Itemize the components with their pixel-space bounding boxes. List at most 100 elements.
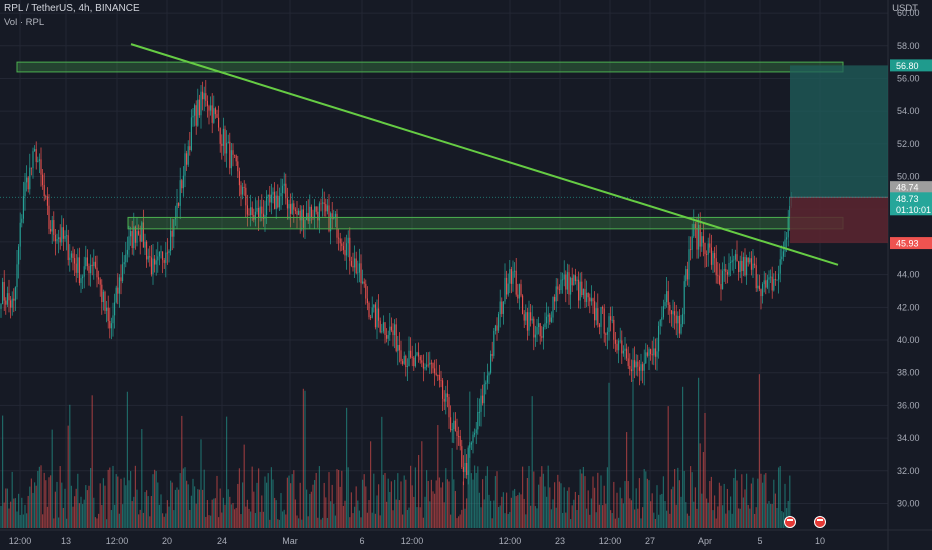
volume-bar — [606, 467, 608, 528]
volume-bar — [66, 518, 68, 528]
candle-body — [693, 224, 695, 237]
candle-body — [614, 339, 616, 344]
volume-bar — [24, 504, 26, 528]
candle-body — [134, 226, 136, 243]
volume-bar — [390, 481, 392, 528]
volume-bar — [118, 513, 120, 528]
price-axis-unit[interactable]: USDT — [892, 3, 918, 14]
candle-body — [210, 105, 212, 111]
candle-body — [546, 316, 548, 324]
candle-body — [536, 327, 538, 335]
candle-body — [190, 117, 192, 151]
candle-body — [736, 254, 738, 262]
candle-body — [245, 187, 247, 206]
volume-bar — [322, 517, 324, 528]
candle-body — [138, 231, 140, 235]
candle-body — [379, 320, 381, 333]
volume-bar — [214, 498, 216, 528]
volume-bar — [126, 391, 128, 528]
candle-body — [582, 289, 584, 296]
volume-bar — [166, 500, 168, 528]
volume-bar — [293, 470, 295, 528]
candle-body — [629, 365, 631, 370]
candle-body — [46, 196, 48, 206]
volume-bar — [123, 477, 125, 528]
volume-bar — [456, 518, 458, 528]
candle-body — [58, 237, 60, 240]
volume-bar — [8, 508, 10, 528]
volume-bar — [422, 517, 424, 528]
volume-bar — [114, 504, 116, 528]
candle-body — [491, 354, 493, 356]
candle-body — [717, 275, 719, 277]
volume-bar — [654, 519, 656, 528]
candle-body — [427, 364, 429, 366]
volume-bar — [605, 503, 607, 528]
candle-body — [413, 357, 415, 367]
candle-body — [541, 336, 543, 338]
candle-body — [270, 194, 272, 203]
candle-body — [96, 267, 98, 278]
volume-bar — [723, 483, 725, 528]
volume-bar — [626, 432, 628, 528]
volume-bar — [750, 483, 752, 528]
volume-bar — [658, 514, 660, 528]
candle-body — [754, 263, 756, 266]
candle-body — [117, 287, 119, 294]
volume-bar — [534, 506, 536, 528]
volume-bar — [613, 481, 615, 528]
candle-body — [696, 228, 698, 250]
candle-body — [11, 298, 13, 308]
volume-bar — [288, 475, 290, 528]
candle-body — [251, 207, 253, 216]
candle-body — [64, 235, 66, 239]
volume-bar — [134, 465, 136, 528]
candle-body — [109, 320, 111, 329]
x-tick-label: 20 — [162, 536, 172, 546]
volume-bar — [765, 473, 767, 528]
candle-body — [93, 261, 95, 266]
volume-bar — [442, 482, 444, 528]
volume-bar — [206, 500, 208, 528]
volume-bar — [728, 510, 730, 528]
volume-bar — [187, 484, 189, 528]
y-tick-label: 58.00 — [897, 41, 920, 51]
volume-bar — [518, 492, 520, 528]
volume-bar — [13, 498, 15, 528]
volume-bar — [78, 503, 80, 528]
symbol-legend[interactable]: RPL / TetherUS, 4h, BINANCE — [4, 3, 140, 14]
volume-bar — [238, 468, 240, 528]
candle-body — [13, 298, 15, 301]
volume-bar — [502, 492, 504, 528]
volume-bar — [360, 517, 362, 528]
volume-bar — [602, 505, 604, 528]
volume-bar — [98, 513, 100, 528]
volume-bar — [384, 472, 386, 528]
volume-bar — [619, 487, 621, 528]
candle-body — [107, 307, 109, 321]
candle-body — [630, 369, 632, 372]
volume-bar — [61, 482, 63, 528]
candle-body — [781, 256, 783, 260]
volume-bar — [110, 510, 112, 528]
candle-body — [522, 295, 524, 315]
volume-bar — [544, 486, 546, 528]
candle-body — [547, 314, 549, 317]
volume-bar — [680, 496, 682, 528]
volume-bar — [155, 471, 157, 528]
volume-legend[interactable]: Vol · RPL — [4, 17, 45, 28]
candle-body — [426, 364, 428, 367]
candle-body — [130, 231, 132, 237]
volume-bar — [467, 470, 469, 528]
candle-body — [573, 275, 575, 286]
candle-body — [304, 219, 306, 228]
candle-body — [464, 462, 466, 472]
candle-body — [568, 272, 570, 295]
volume-bar — [557, 474, 559, 528]
volume-bar — [440, 487, 442, 528]
volume-bar — [709, 480, 711, 528]
volume-bar — [72, 506, 74, 528]
volume-bar — [771, 504, 773, 528]
x-tick-label: 27 — [645, 536, 655, 546]
